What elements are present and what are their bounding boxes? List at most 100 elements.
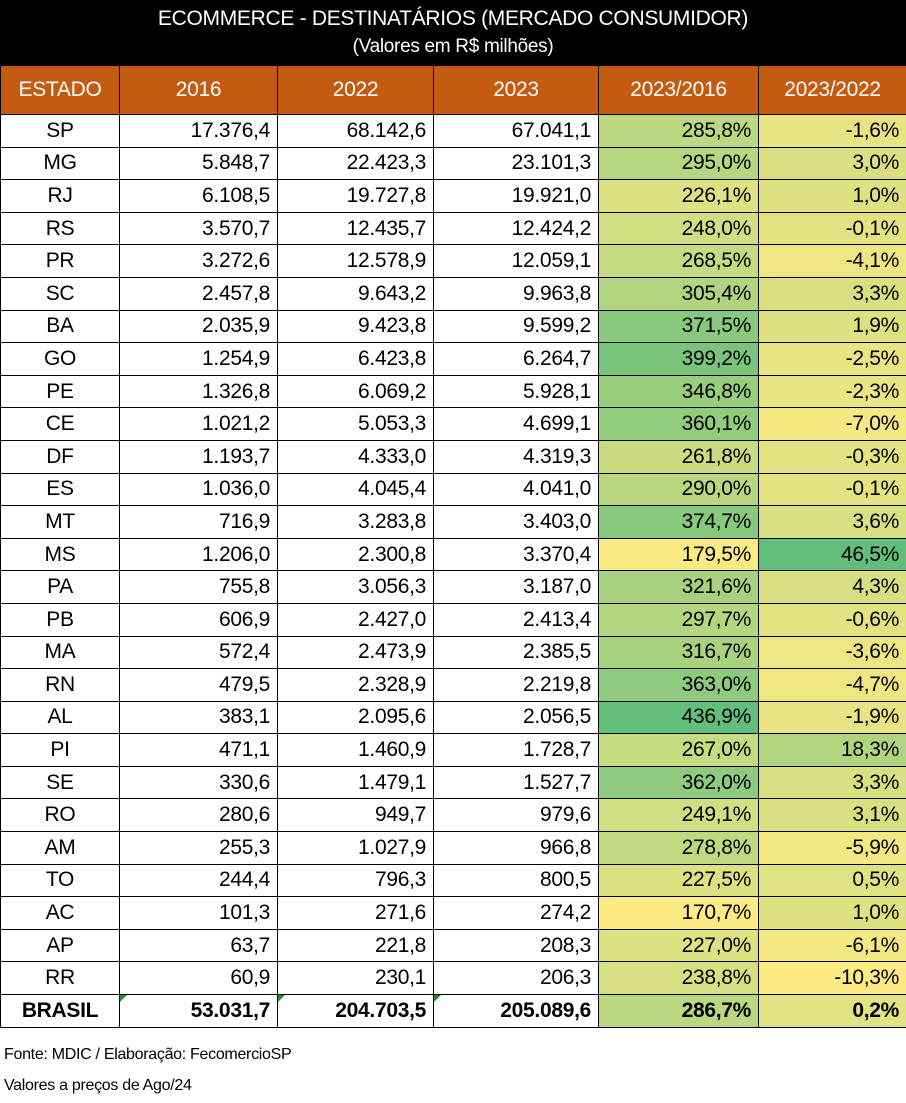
value-cell: 949,7 — [277, 798, 434, 833]
value-cell: 274,2 — [433, 896, 599, 930]
state-cell: MT — [0, 505, 120, 539]
table-row: MS 1.206,0 2.300,8 3.370,4 179,5% 46,5% — [0, 537, 906, 572]
value-cell: 796,3 — [277, 863, 434, 898]
value-cell: 800,5 — [433, 863, 599, 898]
table-row: SC 2.457,8 9.643,2 9.963,8 305,4% 3,3% — [0, 276, 906, 311]
value-cell: 5.848,7 — [119, 146, 278, 181]
growth-cell: 278,8% — [598, 831, 759, 865]
state-cell: PA — [0, 570, 120, 604]
growth-cell: 226,1% — [598, 179, 759, 213]
growth-cell: 0,5% — [758, 863, 906, 898]
state-cell: PB — [0, 602, 120, 637]
state-cell: GO — [0, 342, 120, 376]
growth-cell: -2,3% — [758, 374, 906, 409]
value-cell: 2.385,5 — [433, 635, 599, 670]
value-cell: 204.703,5 — [277, 994, 434, 1028]
growth-cell: 374,7% — [598, 505, 759, 539]
value-cell: 6.264,7 — [433, 342, 599, 376]
growth-cell: -0,1% — [758, 472, 906, 507]
value-cell: 9.643,2 — [277, 276, 434, 311]
value-cell: 68.142,6 — [277, 114, 434, 148]
value-cell: 1.326,8 — [119, 374, 278, 409]
value-cell: 60,9 — [119, 961, 278, 996]
growth-cell: -1,9% — [758, 700, 906, 735]
table-row: RJ 6.108,5 19.727,8 19.921,0 226,1% 1,0% — [0, 179, 906, 213]
value-cell: 206,3 — [433, 961, 599, 996]
state-cell: RO — [0, 798, 120, 833]
value-cell: 572,4 — [119, 635, 278, 670]
header-row: ESTADO 2016 2022 2023 2023/2016 2023/202… — [0, 65, 906, 115]
table-row: RO 280,6 949,7 979,6 249,1% 3,1% — [0, 798, 906, 833]
value-cell: 53.031,7 — [119, 994, 278, 1028]
growth-cell: -3,6% — [758, 635, 906, 670]
state-cell: MA — [0, 635, 120, 670]
value-cell: 606,9 — [119, 602, 278, 637]
value-cell: 383,1 — [119, 700, 278, 735]
growth-cell: -0,1% — [758, 211, 906, 246]
value-cell: 1.036,0 — [119, 472, 278, 507]
value-cell: 1.193,7 — [119, 439, 278, 474]
growth-cell: 0,2% — [758, 994, 906, 1028]
value-cell: 19.727,8 — [277, 179, 434, 213]
table-row: BA 2.035,9 9.423,8 9.599,2 371,5% 1,9% — [0, 309, 906, 344]
value-cell: 4.699,1 — [433, 407, 599, 441]
value-cell: 1.254,9 — [119, 342, 278, 376]
footer-note: Valores a preços de Ago/24 — [4, 1077, 192, 1094]
state-cell: RR — [0, 961, 120, 996]
value-cell: 6.423,8 — [277, 342, 434, 376]
column-header: ESTADO — [0, 65, 120, 115]
value-cell: 208,3 — [433, 928, 599, 963]
growth-cell: -0,3% — [758, 439, 906, 474]
growth-cell: 436,9% — [598, 700, 759, 735]
table-subtitle: (Valores em R$ milhões) — [352, 36, 554, 57]
table-row: PR 3.272,6 12.578,9 12.059,1 268,5% -4,1% — [0, 244, 906, 278]
value-cell: 101,3 — [119, 896, 278, 930]
value-cell: 63,7 — [119, 928, 278, 963]
state-cell: PI — [0, 733, 120, 767]
table-row: AM 255,3 1.027,9 966,8 278,8% -5,9% — [0, 831, 906, 865]
value-cell: 19.921,0 — [433, 179, 599, 213]
value-cell: 221,8 — [277, 928, 434, 963]
value-cell: 3.272,6 — [119, 244, 278, 278]
table-row: TO 244,4 796,3 800,5 227,5% 0,5% — [0, 863, 906, 898]
table-body: SP 17.376,4 68.142,6 67.041,1 285,8% -1,6% MG 5… — [0, 114, 906, 1028]
growth-cell: 268,5% — [598, 244, 759, 278]
value-cell: 1.460,9 — [277, 733, 434, 767]
growth-cell: -0,6% — [758, 602, 906, 637]
value-cell: 2.427,0 — [277, 602, 434, 637]
value-cell: 280,6 — [119, 798, 278, 833]
growth-cell: -4,1% — [758, 244, 906, 278]
value-cell: 979,6 — [433, 798, 599, 833]
table-row: ES 1.036,0 4.045,4 4.041,0 290,0% -0,1% — [0, 472, 906, 507]
growth-cell: 179,5% — [598, 537, 759, 572]
growth-cell: -1,6% — [758, 114, 906, 148]
table-row: RS 3.570,7 12.435,7 12.424,2 248,0% -0,1% — [0, 211, 906, 246]
value-cell: 9.599,2 — [433, 309, 599, 344]
value-cell: 12.578,9 — [277, 244, 434, 278]
growth-cell: 290,0% — [598, 472, 759, 507]
value-cell: 2.328,9 — [277, 668, 434, 702]
growth-cell: 286,7% — [598, 994, 759, 1028]
growth-cell: 267,0% — [598, 733, 759, 767]
growth-cell: 321,6% — [598, 570, 759, 604]
state-cell: SE — [0, 765, 120, 800]
growth-cell: 248,0% — [598, 211, 759, 246]
value-cell: 2.473,9 — [277, 635, 434, 670]
value-cell: 271,6 — [277, 896, 434, 930]
state-cell: RN — [0, 668, 120, 702]
state-cell: RS — [0, 211, 120, 246]
growth-cell: 3,3% — [758, 765, 906, 800]
value-cell: 255,3 — [119, 831, 278, 865]
growth-cell: 249,1% — [598, 798, 759, 833]
growth-cell: 362,0% — [598, 765, 759, 800]
value-cell: 2.300,8 — [277, 537, 434, 572]
growth-cell: 227,5% — [598, 863, 759, 898]
table-row: GO 1.254,9 6.423,8 6.264,7 399,2% -2,5% — [0, 342, 906, 376]
table-row: AC 101,3 271,6 274,2 170,7% 1,0% — [0, 896, 906, 930]
state-cell: TO — [0, 863, 120, 898]
state-cell: SP — [0, 114, 120, 148]
growth-cell: -7,0% — [758, 407, 906, 441]
state-cell: ES — [0, 472, 120, 507]
state-cell: CE — [0, 407, 120, 441]
table-row: PA 755,8 3.056,3 3.187,0 321,6% 4,3% — [0, 570, 906, 604]
